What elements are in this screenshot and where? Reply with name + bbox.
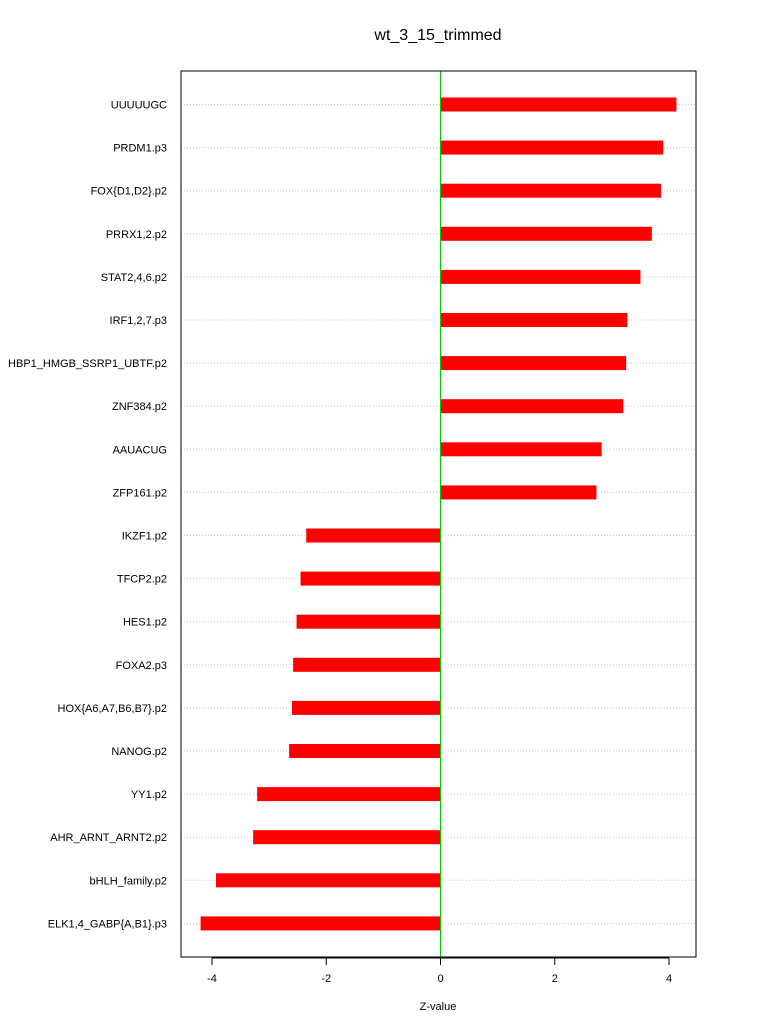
category-label: TFCP2.p2: [117, 574, 167, 586]
bar: [440, 399, 624, 414]
category-label: FOXA2.p3: [116, 660, 167, 672]
bars: [200, 97, 677, 931]
category-label: HOX{A6,A7,B6,B7}.p2: [58, 703, 167, 715]
bar: [440, 313, 628, 327]
category-label: NANOG.p2: [111, 746, 167, 758]
category-label: UUUUUGC: [111, 100, 167, 112]
x-axis-title: Z-value: [420, 1001, 457, 1013]
category-label: PRRX1,2.p2: [106, 229, 167, 241]
chart-title: wt_3_15_trimmed: [373, 27, 501, 44]
bar: [200, 916, 441, 931]
bar: [293, 657, 441, 672]
bar: [291, 700, 441, 715]
category-label: ZNF384.p2: [112, 401, 167, 413]
category-label: IKZF1.p2: [122, 531, 167, 543]
bar: [300, 571, 441, 586]
bar: [296, 614, 441, 629]
category-label: ELK1,4_GABP{A,B1}.p3: [48, 918, 167, 930]
x-axis: -4 -2 0 2 4: [207, 957, 672, 985]
category-label: HBP1_HMGB_SSRP1_UBTF.p2: [8, 358, 167, 370]
x-tick-label: -4: [207, 973, 217, 985]
x-tick-label: 4: [666, 973, 672, 985]
category-label: AAUACUG: [113, 444, 167, 456]
category-label: ZFP161.p2: [113, 487, 167, 499]
bar: [440, 97, 677, 112]
bar: [289, 744, 441, 758]
category-label: YY1.p2: [131, 789, 167, 801]
bar: [306, 528, 441, 543]
bar: [440, 269, 641, 284]
category-label: IRF1,2,7.p3: [110, 315, 167, 327]
x-tick-label: 2: [552, 973, 558, 985]
category-labels: UUUUUGC PRDM1.p3 FOX{D1,D2}.p2 PRRX1,2.p2 ST…: [8, 100, 167, 931]
bar: [440, 442, 602, 457]
x-tick-label: -2: [321, 973, 331, 985]
category-label: bHLH_family.p2: [90, 875, 167, 887]
bar: [440, 485, 597, 500]
bar: [257, 787, 441, 802]
bar: [440, 140, 664, 155]
category-label: HES1.p2: [123, 617, 167, 629]
bar: [253, 830, 441, 845]
x-tick-label: 0: [437, 973, 443, 985]
category-label: FOX{D1,D2}.p2: [91, 186, 167, 198]
bar: [440, 226, 652, 241]
bar: [440, 356, 627, 371]
bar: [440, 183, 662, 198]
category-label: PRDM1.p3: [113, 143, 167, 155]
bar: [215, 873, 441, 888]
category-label: AHR_ARNT_ARNT2.p2: [50, 832, 167, 844]
category-label: STAT2,4,6.p2: [101, 272, 167, 284]
plot-frame: [180, 70, 697, 958]
